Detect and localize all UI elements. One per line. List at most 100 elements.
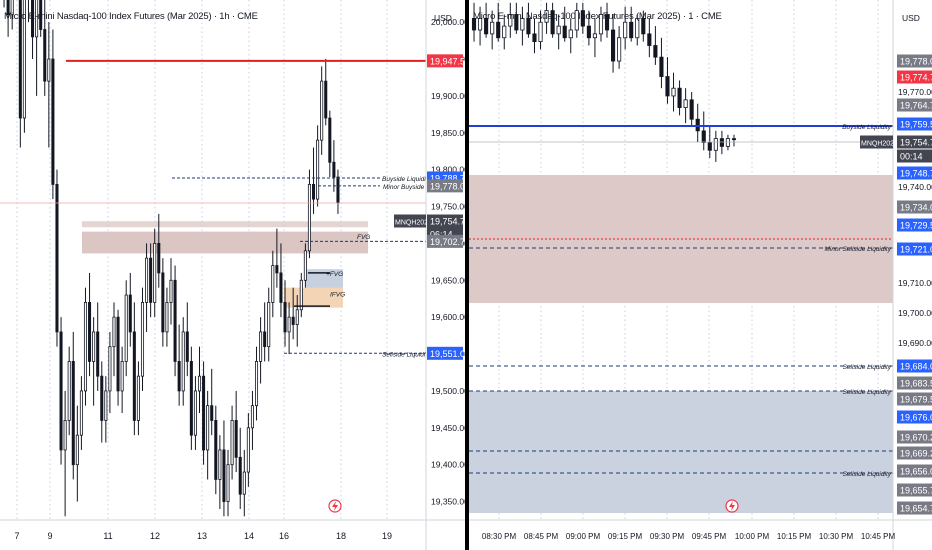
candle-body [47,58,51,82]
price-tag-label: 19,748.75 [900,169,932,179]
price-tag-label: 19,759.50 [900,120,932,130]
x-tick-label: 12 [150,531,160,541]
price-tag-label: 19,764.75 [900,101,932,111]
price-tag [897,376,932,390]
candle-body [206,405,210,451]
candle-body [218,449,222,480]
right-chart-canvas[interactable]: Buyside Liquidity Minor Sellside Liquidit… [469,0,932,550]
candle-body [291,316,295,325]
candle-body [316,139,320,200]
candle-body [671,87,676,97]
price-tag-label: 19,551.00 [430,349,465,359]
left-chart-pane[interactable]: Buyside Liquidity Minor Buyside FVG +FVG IFV… [0,0,465,550]
candle-body [677,87,682,108]
x-tick-label: 18 [336,531,346,541]
candle-body [659,56,664,77]
x-tick-label: 10:00 PM [735,532,770,541]
candle-body [18,0,22,119]
candle-body [653,45,658,58]
candle-body [193,390,197,436]
sellside-liquidity-label: Sellside Liquidity [843,471,892,478]
candle-body [145,257,149,303]
candle-body [275,265,279,274]
candle-body [279,272,283,303]
candle-body [43,29,47,82]
buyside-liquidity-label: Buyside Liquidity [382,176,432,183]
candle-body [63,420,67,451]
candle-body [263,331,267,348]
x-tick-label: 19 [382,531,392,541]
candle-body [177,361,181,392]
symbol-tag-label: MNQH2025 [395,220,432,227]
candle-body [328,117,332,163]
candle-body [197,375,202,392]
symbol-tag [394,214,426,228]
candle-body [647,33,652,46]
pane-divider[interactable] [465,0,469,550]
ifvg-zone [284,287,343,308]
lightning-bolt-icon [729,501,735,511]
price-tag-label: 19,778.00 [900,57,932,67]
candle-body [246,427,250,473]
candle-body [502,25,507,39]
candle-body [332,161,336,178]
y-tick-label: 19,800.00 [431,165,465,175]
right-chart-pane[interactable]: Buyside Liquidity Minor Sellside Liquidit… [469,0,932,550]
price-tag-label: 19,656.00 [900,467,932,477]
currency-label: USD [902,13,920,23]
price-tag-label: 19,734.00 [900,203,932,213]
candle-body [623,21,628,39]
candle-body [132,331,136,421]
candle-body [169,279,173,303]
y-tick-label: 19,700.00 [898,308,932,318]
fvg-zone-upper [82,221,368,228]
right-chart-title: Micro E-mini Nasdaq-100 Index Futures (M… [473,11,722,22]
candle-body [283,302,287,333]
buyside-liquidity-label: Buyside Liquidity [842,124,892,131]
candle-body [161,272,165,333]
candle-body [226,464,230,502]
price-tag-label: 19,754.75 [430,217,465,227]
candle-body [75,434,79,466]
candle-body [189,361,193,436]
candle-body [550,10,555,35]
candle-body [719,138,724,147]
candle-body [689,99,694,120]
currency-label: USD [434,13,452,23]
candle-body [173,279,177,362]
candle-body [108,346,112,392]
y-tick-label: 20,000.00 [431,17,465,27]
price-tag-label: 19,788.75 [430,173,465,183]
price-tag [897,54,932,68]
price-tag [897,359,932,373]
candle-body [88,302,92,362]
y-tick-label: 19,600.00 [431,312,465,322]
candle-body [59,331,63,451]
candle-body [484,17,489,35]
candle-body [96,331,100,377]
left-chart-title: Micro E-mini Nasdaq-100 Index Futures (M… [4,11,258,22]
candle-body [181,331,185,392]
candle-body [496,21,501,39]
candle-body [287,316,291,333]
candle-body [568,29,573,39]
candle-body [598,14,604,35]
price-axis[interactable] [426,0,465,550]
candle-body [100,375,104,421]
candle-body [6,0,10,16]
y-tick-label: 19,650.00 [431,275,465,285]
candle-body [520,17,525,31]
price-tag [897,166,932,180]
candle-body [202,375,206,451]
candle-body [140,302,145,377]
candle-body [665,76,670,97]
price-tag [897,242,932,256]
fvg-zone [82,231,368,254]
x-tick-label: 11 [103,531,112,541]
candle-body [514,14,519,31]
price-tag [897,135,932,149]
candle-body [312,183,316,200]
candle-body [526,17,531,35]
price-tag-label: 19,679.50 [900,395,932,405]
